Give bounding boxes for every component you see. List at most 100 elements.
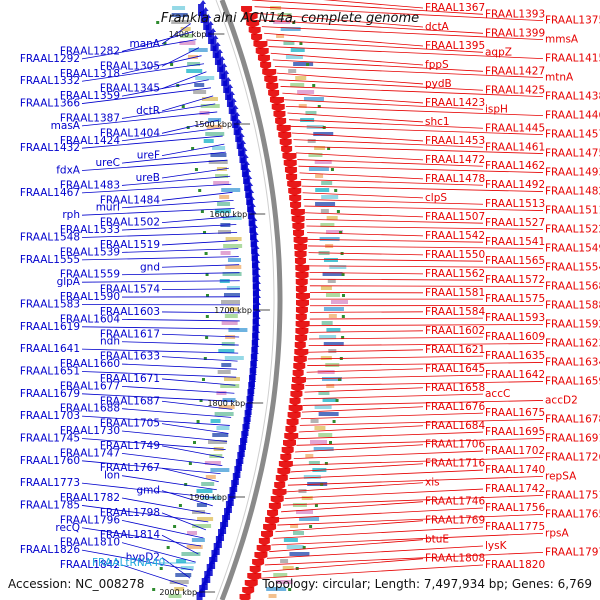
reverse-strand-arrow — [285, 426, 297, 434]
scale-ticks: 1400 kbp 1500 kbp 1600 kbp 1700 kbp 1800 kbp… — [159, 30, 270, 597]
feature-block-right — [313, 132, 334, 136]
marker-left — [188, 462, 192, 465]
gene-label: FRAAL1842 — [60, 559, 120, 571]
feature-block-right — [319, 237, 340, 241]
feature-block-right — [305, 111, 317, 115]
gene-label: FRAAL1519 — [100, 239, 160, 251]
gene-label: FRAAL1678 — [545, 413, 600, 425]
feature-block-left — [176, 559, 187, 563]
reverse-strand-arrow — [294, 251, 307, 259]
gene-label: pydB — [425, 78, 452, 90]
reverse-strand-arrow — [294, 342, 306, 350]
gene-label: FRAAL1635 — [485, 350, 545, 362]
feature-block-right — [328, 349, 337, 353]
gene-label: FRAAL1749 — [100, 440, 160, 452]
feature-block-left — [181, 552, 201, 556]
connector-line — [309, 336, 484, 340]
reverse-strand-arrow — [257, 55, 270, 63]
feature-block-right — [326, 216, 338, 220]
feature-block-right — [299, 517, 320, 521]
marker-left — [196, 420, 200, 423]
marker-right — [309, 525, 313, 528]
connector-line — [121, 452, 223, 467]
scale-tick-label: 1700 kbp — [214, 306, 252, 315]
connector-line — [301, 406, 424, 413]
marker-right — [335, 399, 339, 402]
feature-block-left — [208, 118, 222, 122]
feature-block-left — [222, 398, 236, 402]
gene-label: FRAAL1609 — [485, 331, 545, 343]
connector-line — [81, 326, 240, 330]
gene-label: FRAAL1574 — [100, 284, 160, 296]
connector-line — [297, 159, 484, 167]
feature-block-right — [276, 34, 285, 38]
reverse-strand-arrow — [281, 447, 294, 455]
reverse-strand-arrow — [295, 279, 308, 287]
connector-line — [296, 152, 424, 161]
gene-label: FRAAL1395 — [425, 40, 485, 52]
gene-label: FRAAL1393 — [485, 8, 545, 20]
feature-block-right — [268, 594, 277, 598]
gene-label: murI — [96, 202, 120, 214]
reverse-strand-arrow — [270, 496, 284, 504]
gene-label: FRAAL1292 — [20, 53, 80, 65]
connector-line — [161, 143, 225, 157]
feature-block-left — [206, 125, 223, 129]
gene-label: FRAAL1559 — [60, 269, 120, 281]
reverse-strand-arrow — [276, 125, 291, 133]
gene-label: FRAAL1562 — [425, 268, 485, 280]
feature-block-right — [307, 139, 316, 143]
feature-block-right — [323, 307, 344, 311]
gene-label: FRAAL1617 — [100, 328, 160, 340]
connector-line — [257, 12, 424, 28]
gene-label: FRAAL1687 — [100, 395, 160, 407]
gene-label: FRAAL1658 — [425, 382, 485, 394]
feature-block-right — [328, 314, 337, 318]
scale-tick-label: 1800 kbp — [207, 399, 245, 408]
gene-label: FRAAL1513 — [485, 198, 545, 210]
feature-block-left — [212, 146, 226, 150]
gene-label: FRAAL1445 — [485, 122, 545, 134]
marker-right — [302, 546, 306, 549]
reverse-strand-arrow — [287, 412, 301, 420]
reverse-strand-arrow — [279, 139, 292, 147]
reverse-strand-arrow — [288, 188, 302, 196]
feature-block-right — [286, 545, 304, 549]
gene-label: FRAAL1482 — [545, 186, 600, 198]
feature-block-right — [273, 20, 291, 24]
connector-line — [264, 551, 544, 566]
connector-line — [81, 460, 221, 475]
connector-line — [81, 527, 202, 547]
gene-label: masA — [51, 120, 81, 132]
gene-label: mtnA — [545, 72, 574, 84]
gene-label: FRAAL1730 — [60, 425, 120, 437]
feature-block-right — [297, 90, 315, 94]
connector-line — [269, 539, 424, 553]
feature-block-left — [210, 419, 221, 423]
gene-label: FRAAL1423 — [425, 97, 485, 109]
connector-line — [298, 165, 544, 173]
gene-label: btuE — [425, 534, 449, 546]
feature-block-right — [326, 328, 341, 332]
gene-label: FRAAL1425 — [485, 84, 545, 96]
marker-right — [324, 462, 328, 465]
gene-label: FRAAL1820 — [485, 559, 545, 571]
connector-line — [299, 419, 544, 426]
gene-label: FRAAL1671 — [100, 373, 160, 385]
connector-line — [299, 172, 424, 180]
connector-line — [81, 348, 239, 354]
connector-line — [161, 23, 191, 45]
connector-line — [254, 6, 544, 22]
reverse-strand-arrow — [290, 391, 303, 399]
connector-line — [121, 519, 204, 539]
reverse-strand-arrow — [252, 559, 265, 567]
connector-line — [121, 385, 235, 394]
connector-line — [323, 0, 424, 9]
reverse-strand-arrow — [289, 195, 302, 203]
feature-block-right — [320, 209, 329, 213]
gene-label: FRAAL1765 — [545, 508, 600, 520]
connector-line — [121, 175, 231, 186]
gene-label: FRAAL1438 — [545, 91, 600, 103]
gene-label: FRAAL1814 — [100, 529, 160, 541]
feature-block-right — [305, 454, 314, 458]
